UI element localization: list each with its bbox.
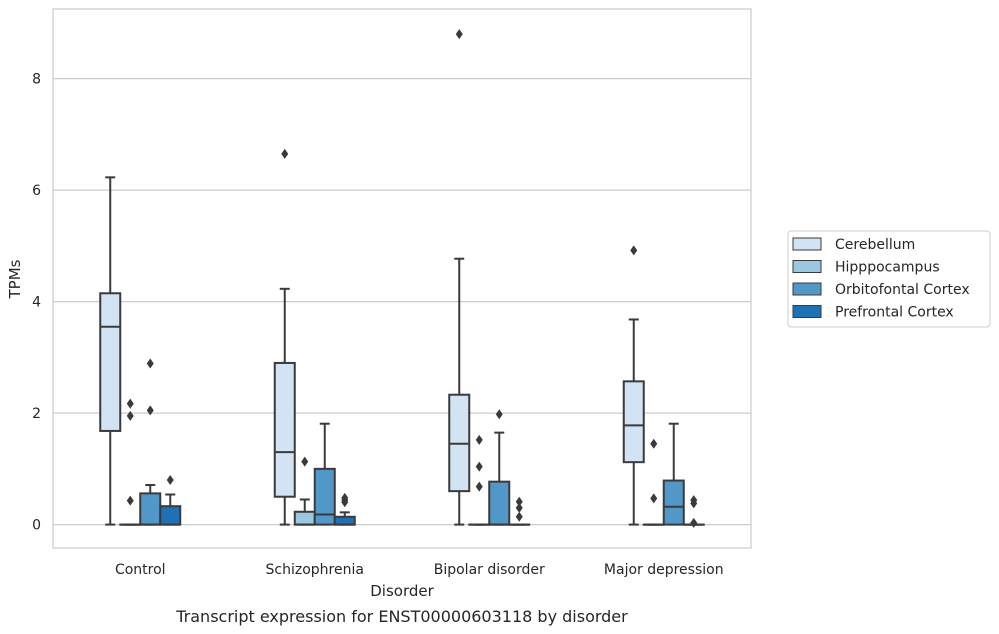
legend: Cerebellum Hipppocampus Orbitofontal Corte… [787, 230, 991, 328]
outlier-point [475, 481, 483, 492]
outlier-point [690, 495, 698, 506]
outlier-point [146, 405, 154, 416]
outlier-point [126, 410, 134, 421]
outlier-point [495, 409, 503, 420]
box-0-0 [99, 176, 122, 526]
outlier-point [630, 245, 638, 256]
box-0-2 [448, 29, 471, 526]
plot-area [99, 29, 705, 528]
box-body [488, 480, 511, 526]
outlier-point [126, 495, 134, 506]
y-tick-label: 8 [32, 72, 41, 88]
x-tick-labels: Control Schizophrenia Bipolar disorder Majo… [115, 562, 724, 578]
plot-frame [52, 8, 752, 549]
outlier-point [166, 474, 174, 485]
box-2-1 [313, 422, 336, 526]
y-tick-label: 0 [32, 518, 41, 534]
box-body [293, 510, 316, 526]
x-tick-label: Major depression [604, 562, 724, 578]
x-tick-label: Bipolar disorder [434, 562, 545, 578]
box-0-1 [273, 148, 296, 526]
legend-swatch [792, 305, 822, 318]
box-body [313, 467, 336, 526]
box-1-3 [642, 438, 665, 526]
outlier-point [126, 398, 134, 409]
box-body [622, 380, 645, 464]
legend-swatch [792, 237, 822, 251]
box-3-0 [159, 474, 182, 526]
box-3-1 [333, 492, 356, 526]
y-axis-label: TPMs [6, 259, 24, 299]
legend-frame [787, 230, 991, 328]
legend-label: Cerebellum [835, 237, 915, 253]
legend-swatch [792, 260, 822, 273]
outlier-point [301, 456, 309, 467]
y-tick-labels: 0 2 4 6 8 [32, 72, 41, 534]
box-body [159, 505, 182, 526]
outlier-point [515, 511, 523, 522]
box-body [662, 479, 685, 526]
outlier-point [475, 434, 483, 445]
outlier-point [690, 517, 698, 528]
x-tick-label: Control [115, 562, 166, 578]
box-body [333, 515, 356, 526]
x-axis-label: Disorder [370, 582, 434, 600]
box-0-3 [622, 245, 645, 526]
y-tick-label: 4 [32, 295, 41, 311]
outlier-point [455, 29, 463, 40]
legend-label: Prefrontal Cortex [835, 305, 954, 321]
y-tick-label: 2 [32, 406, 41, 422]
legend-swatch [792, 282, 822, 296]
outlier-point [650, 493, 658, 504]
y-tick-label: 6 [32, 183, 41, 199]
outlier-point [475, 461, 483, 472]
outlier-point [281, 148, 289, 159]
outlier-point [650, 438, 658, 449]
legend-label: Hipppocampus [835, 260, 940, 276]
box-3-2 [508, 496, 531, 526]
box-2-0 [139, 358, 162, 526]
outlier-point [515, 496, 523, 507]
box-body [273, 361, 296, 498]
box-2-2 [488, 409, 511, 526]
outlier-point [515, 502, 523, 513]
box-body [139, 492, 162, 526]
box-2-3 [662, 422, 685, 526]
chart-caption: Transcript expression for ENST0000060311… [175, 607, 628, 626]
box-body [99, 292, 122, 432]
outlier-point [146, 358, 154, 369]
box-3-3 [682, 495, 705, 528]
outlier-point [341, 492, 349, 503]
box-1-0 [119, 398, 142, 526]
x-tick-label: Schizophrenia [266, 562, 364, 578]
legend-label: Orbitofontal Cortex [835, 282, 970, 298]
